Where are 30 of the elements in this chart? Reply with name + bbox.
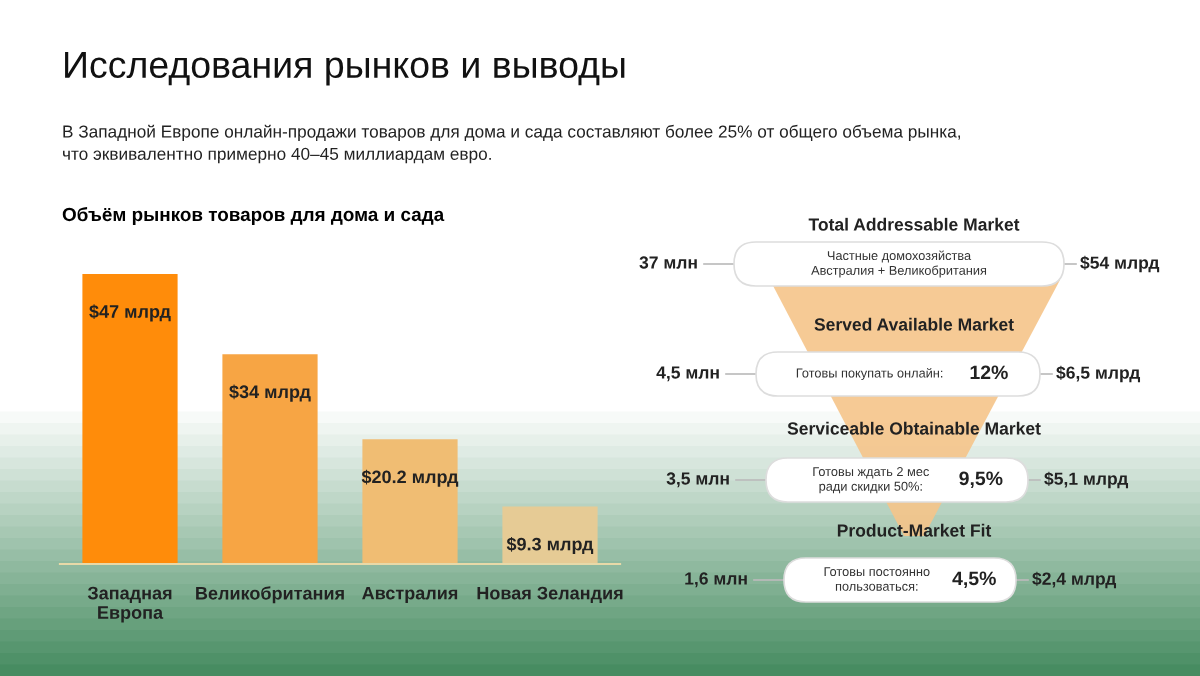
x-tick-label: Новая Зеландия — [477, 586, 623, 603]
chart-title: Объём рынков товаров для дома и сада — [62, 207, 445, 225]
text: 4,5% — [952, 571, 996, 589]
bar — [362, 439, 458, 564]
text: 3,5 млн — [666, 472, 729, 488]
text: 12% — [970, 365, 1008, 380]
text: $54 млрд — [1080, 255, 1160, 273]
text: 1,6 млн — [685, 572, 747, 588]
text: 37 млн — [639, 256, 697, 269]
data-label: $47 млрд — [89, 304, 171, 322]
x-tick-label: Австралия — [362, 586, 458, 604]
category-label: Serviceable Obtainable Market — [787, 421, 1041, 435]
bar — [222, 354, 318, 564]
text: $2,4 млрд — [1032, 571, 1117, 589]
text: 4,5 млн — [656, 366, 719, 382]
bar — [82, 274, 178, 564]
text: $6,5 млрд — [1056, 365, 1141, 383]
category-label: Served Available Market — [814, 317, 1014, 331]
text: 9,5% — [959, 471, 1003, 489]
text: Исследования рынков и выводы — [65, 51, 625, 86]
bar — [502, 506, 598, 564]
category-label: Product-Market Fit — [837, 523, 992, 537]
x-tick-label: Западная Европа — [87, 586, 172, 623]
text: $5,1 млрд — [1044, 471, 1129, 489]
text: В Западной Европе онлайн-продажи товаров для дома и сада составляют более 25% от общего объема рынка, что эквивалентно примерно 40–45 миллиардам евро. — [63, 124, 960, 164]
data-label: $9.3 млрд — [506, 536, 594, 555]
category-label: Total Addressable Market — [808, 217, 1020, 231]
x-tick-label: Великобритания — [196, 586, 344, 604]
data-label: $34 млрд — [229, 384, 311, 402]
data-label: $20.2 млрд — [361, 469, 459, 487]
